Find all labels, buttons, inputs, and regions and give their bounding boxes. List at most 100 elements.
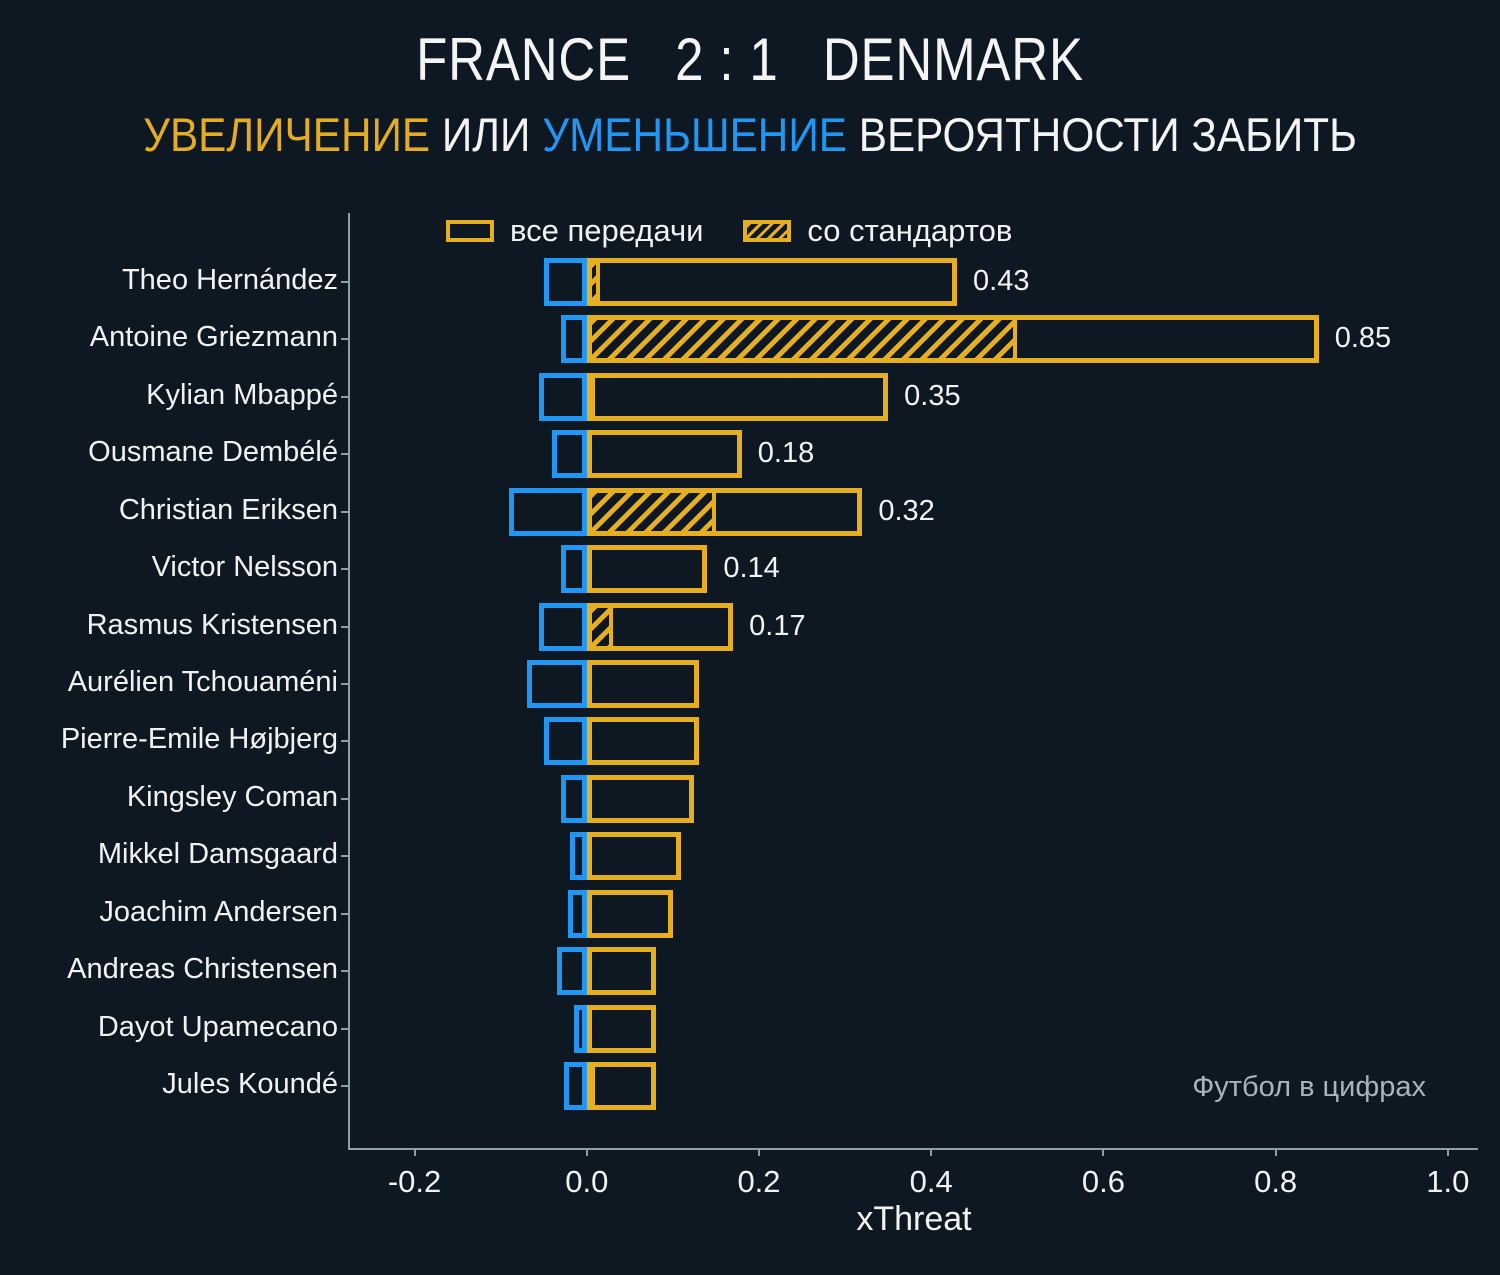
bar-negative [569,832,587,881]
y-tick-mark [341,1085,348,1088]
y-tick-mark [341,338,348,341]
bar-positive [586,1062,656,1111]
bar-negative [567,889,587,938]
bar-positive [586,545,708,594]
bar-value-label: 0.35 [904,379,961,412]
player-name: Victor Nelsson [151,551,338,584]
player-name: Mikkel Damsgaard [97,838,338,871]
subtitle-or-word: ИЛИ [430,108,543,161]
y-tick-mark [341,510,348,513]
away-team-name: DENMARK [822,26,1084,93]
legend-label-all-passes: все передачи [510,213,704,248]
player-name: Kylian Mbappé [146,378,338,411]
player-name: Dayot Upamecano [97,1010,338,1043]
y-tick-mark [341,395,348,398]
x-tick-mark [413,1148,416,1156]
bar-negative [560,545,587,594]
home-team-name: FRANCE [416,26,631,93]
x-tick-label: 0.6 [1081,1164,1125,1199]
bar-positive [586,717,699,766]
x-tick-label: -0.2 [387,1164,442,1199]
y-tick-mark [341,740,348,743]
x-tick-label: 0.2 [737,1164,781,1199]
y-tick-mark [341,683,348,685]
y-tick-mark [341,625,348,628]
bar-negative [560,774,587,823]
bar-positive [586,372,889,421]
bar-positive [586,430,742,479]
bar-negative [509,487,587,536]
y-tick-mark [341,970,348,973]
bar-negative [539,602,587,651]
player-name: Joachim Andersen [99,895,338,928]
bar-set-piece [586,1062,596,1111]
bar-set-piece [586,315,1018,364]
bar-positive [586,947,656,996]
x-axis-title: xThreat [856,1200,972,1238]
bar-set-piece [586,602,613,651]
player-name: Aurélien Tchouaméni [67,666,338,698]
bar-value-label: 0.32 [878,494,935,527]
bar-value-label: 0.14 [723,552,780,585]
bar-positive [586,1004,656,1053]
y-tick-mark [341,912,348,915]
bar-positive [586,258,958,306]
bar-negative [563,1062,587,1111]
player-name: Antoine Griezmann [89,321,338,354]
bar-value-label: 0.43 [973,265,1030,297]
legend-label-set-pieces: со стандартов [807,213,1013,248]
y-tick-mark [341,855,348,858]
player-name: Kingsley Coman [126,780,338,813]
bar-negative [573,1004,587,1053]
bar-negative [556,947,587,996]
y-tick-mark [341,453,348,456]
x-tick-mark [1446,1148,1449,1156]
player-name: Theo Hernández [121,264,338,296]
bar-set-piece [586,372,596,421]
legend-item-all-passes: все передачи [446,213,703,249]
legend-swatch-all-passes [446,220,494,242]
bar-set-piece [586,258,600,306]
x-tick-mark [1274,1148,1277,1156]
legend-item-set-pieces: со стандартов [743,213,1012,249]
bar-negative [543,258,587,306]
bar-positive [586,889,673,938]
player-name: Pierre-Emile Højbjerg [60,723,338,756]
legend-swatch-set-pieces [743,220,792,242]
x-axis-line [348,1148,1478,1150]
y-axis-line [348,213,350,1150]
y-tick-mark [341,1027,348,1030]
player-name: Rasmus Kristensen [86,608,338,641]
player-name: Jules Koundé [162,1068,338,1101]
bar-negative [560,315,587,364]
bar-value-label: 0.85 [1334,322,1392,355]
player-name: Christian Eriksen [118,493,338,526]
y-tick-mark [341,797,348,800]
subtitle-increase-word: УВЕЛИЧЕНИЕ [143,108,431,161]
x-tick-mark [1102,1148,1105,1156]
y-tick-mark [341,568,348,571]
bar-positive [586,832,682,881]
match-score: 2 : 1 [675,26,779,93]
y-tick-mark [341,281,348,283]
x-tick-label: 0.4 [909,1164,953,1199]
bar-value-label: 0.18 [757,437,815,470]
subtitle-tail: ВЕРОЯТНОСТИ ЗАБИТЬ [846,108,1357,161]
bar-value-label: 0.17 [749,609,806,642]
bar-negative [552,430,587,479]
bar-negative [539,372,587,421]
x-tick-mark [930,1148,933,1156]
subtitle-decrease-word: УМЕНЬШЕНИЕ [542,108,847,161]
bar-negative [543,717,587,766]
bar-positive [586,774,695,823]
x-tick-mark [585,1148,588,1156]
player-name: Ousmane Dembélé [88,436,338,469]
match-title: FRANCE 2 : 1 DENMARK [113,26,1388,94]
x-tick-label: 0.8 [1254,1164,1298,1199]
x-tick-label: 1.0 [1426,1164,1470,1199]
x-tick-mark [758,1148,760,1156]
watermark: Футбол в цифрах [1192,1071,1426,1103]
player-name: Andreas Christensen [67,953,338,986]
bar-set-piece [586,487,716,536]
